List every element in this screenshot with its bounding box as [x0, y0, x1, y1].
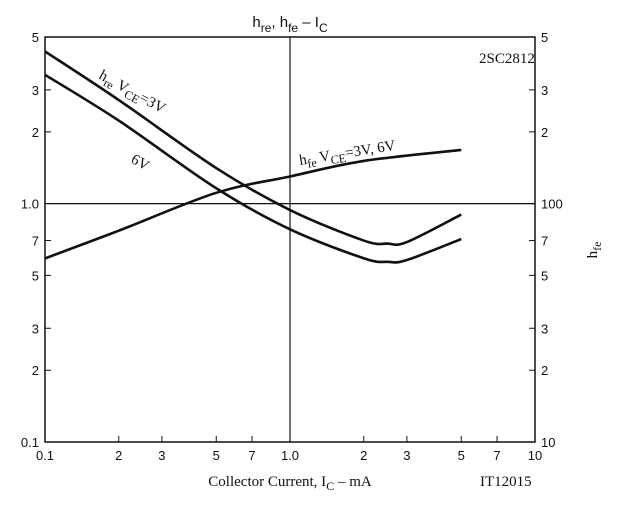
annotation: 6V [128, 152, 152, 175]
y2-tick-label: 100 [541, 197, 563, 212]
text-part: C [326, 479, 334, 493]
text-part: IT12015 [480, 474, 532, 490]
text-part: 6V [128, 152, 152, 175]
y2-tick-label: 2 [541, 363, 548, 378]
text-part: fe [590, 242, 604, 251]
annotation: 2SC2812 [479, 51, 535, 67]
text-part: h [298, 152, 308, 169]
text-part: C [319, 21, 328, 35]
text-part: V [315, 148, 332, 166]
y-tick-label: 1.0 [21, 197, 39, 212]
x-tick-label: 1.0 [281, 448, 299, 463]
y2-tick-label: 10 [541, 435, 555, 450]
x-tick-label: 2 [115, 448, 122, 463]
y2-tick-label: 3 [541, 321, 548, 336]
y2-tick-label: 7 [541, 234, 548, 249]
annotation: IT12015 [480, 474, 532, 490]
y-tick-label: 0.1 [21, 435, 39, 450]
text-part: , h [271, 14, 288, 31]
y2-tick-label: 2 [541, 125, 548, 140]
x-tick-label: 3 [403, 448, 410, 463]
text-part: 2SC2812 [479, 51, 535, 67]
text-part: fe [288, 21, 298, 35]
text-part: =3V, 6V [344, 138, 397, 162]
y-tick-label: 2 [32, 125, 39, 140]
y2-tick-label: 5 [541, 268, 548, 283]
y-tick-label: 3 [32, 321, 39, 336]
text-part: V [111, 76, 131, 97]
text-part: =3V [137, 90, 168, 117]
y2-tick-label: 5 [541, 30, 548, 45]
x-tick-label: 5 [458, 448, 465, 463]
x-tick-label: 2 [360, 448, 367, 463]
chart-title: hre, hfe – IC [252, 14, 328, 35]
curve [44, 50, 462, 247]
x-axis-label: Collector Current, IC – mA [208, 474, 372, 493]
y2-tick-label: 3 [541, 83, 548, 98]
x-tick-label: 7 [248, 448, 255, 463]
y-tick-label: 7 [32, 234, 39, 249]
y-tick-label: 5 [32, 268, 39, 283]
y-tick-label: 3 [32, 83, 39, 98]
x-tick-label: 0.1 [36, 448, 54, 463]
text-part: h [585, 250, 601, 258]
x-tick-label: 10 [528, 448, 542, 463]
x-tick-label: 3 [158, 448, 165, 463]
curve [44, 148, 462, 260]
curve [44, 73, 462, 264]
text-part: Collector Current, I [208, 474, 326, 490]
text-part: – mA [334, 474, 372, 490]
y-tick-label: 5 [32, 30, 39, 45]
text-part: re [261, 21, 272, 35]
x-tick-label: 5 [213, 448, 220, 463]
text-part: – I [298, 14, 319, 31]
x-tick-label: 7 [493, 448, 500, 463]
annotation: hfe VCE=3V, 6V [298, 138, 397, 172]
y2-axis-label: hfe [585, 242, 604, 259]
text-part: fe [306, 155, 317, 170]
text-part: h [252, 14, 260, 31]
text-part: CE [330, 151, 347, 167]
y-tick-label: 2 [32, 363, 39, 378]
text-part: CE [122, 87, 142, 107]
